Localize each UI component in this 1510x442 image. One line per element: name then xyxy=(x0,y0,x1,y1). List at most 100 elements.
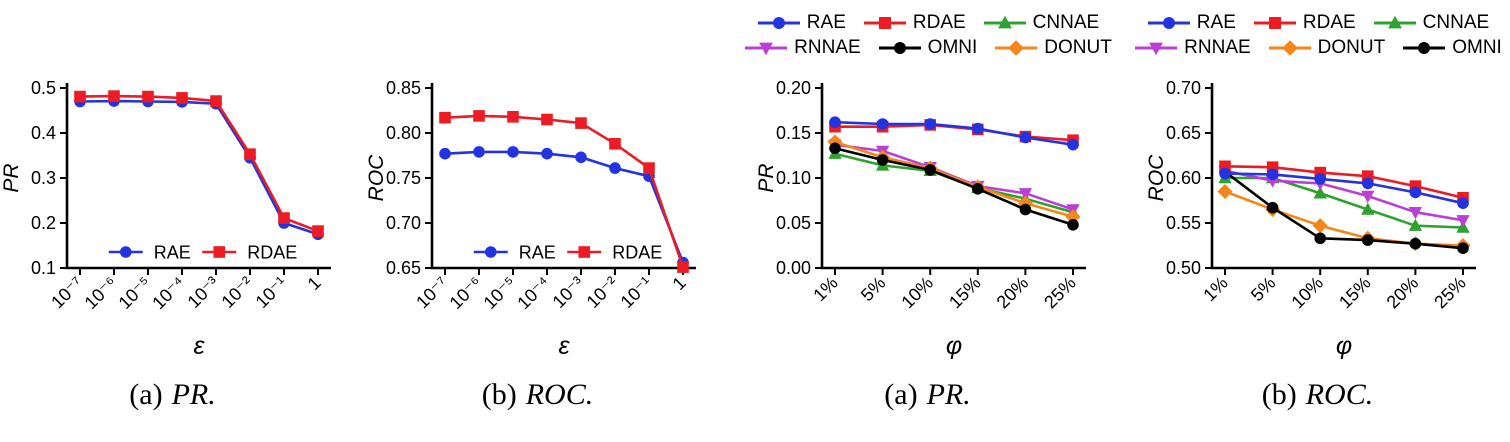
legend-swatch-rae xyxy=(1147,16,1190,29)
series-marker-omni xyxy=(1313,232,1326,245)
series-line-cnnae xyxy=(834,152,1073,214)
y-axis-label: PR xyxy=(3,163,23,192)
caption-roc-epsilon: (b) ROC. xyxy=(482,378,593,412)
y-tick-label: 0.4 xyxy=(30,123,55,143)
caption-index: (a) xyxy=(884,378,918,411)
panel-pr-vs-phi: RAE RDAE CNNAE RNNAE OMNI DONUT 0.00 0.05 0.10 0… xyxy=(730,0,1125,442)
series-marker-rae xyxy=(971,122,984,135)
legend-marker-rae xyxy=(484,246,497,258)
legend-label-donut: DONUT xyxy=(1044,36,1112,58)
series-marker-rae xyxy=(1019,131,1031,144)
axis-spines xyxy=(65,83,331,270)
series-marker-donut xyxy=(1064,209,1081,225)
y-tick-label: 0.70 xyxy=(1165,78,1200,98)
series-marker-rae xyxy=(876,118,888,130)
series-line-cnnae xyxy=(1224,176,1463,229)
series-marker-omni xyxy=(1266,201,1278,214)
series-marker-rae xyxy=(1266,168,1278,181)
series-marker-omni xyxy=(923,164,936,176)
legend-marker-donut xyxy=(1281,39,1298,56)
legend-entry-rdae: RDAE xyxy=(862,12,966,34)
legend-entry-cnnae: CNNAE xyxy=(982,12,1099,34)
series-marker-rdae xyxy=(1313,166,1326,179)
series-line-rae xyxy=(834,120,1073,146)
y-tick-label: 0.80 xyxy=(385,123,420,143)
panel-pr-vs-epsilon: 0.1 0.2 0.3 0.4 0.5 10⁻⁷ 10⁻⁶ 10⁻⁵ 10⁻⁴ 10⁻³ 10⁻² 1… xyxy=(0,0,345,442)
x-tick-label: 10⁻⁴ xyxy=(513,273,553,313)
series-line-rdae xyxy=(79,94,318,233)
y-tick-label: 0.15 xyxy=(775,123,810,143)
x-tick-label: 10⁻⁷ xyxy=(412,273,452,313)
legend-marker-rae xyxy=(1162,16,1175,29)
x-tick-label: 25% xyxy=(1040,273,1080,313)
legend-marker-rae xyxy=(119,246,132,258)
series-marker-rdae xyxy=(472,110,485,122)
legend-marker-donut xyxy=(1008,39,1025,56)
x-axis-label: ε xyxy=(193,332,205,360)
x-tick-label: 10⁻⁶ xyxy=(445,273,485,313)
legend-entry-donut: DONUT xyxy=(993,37,1112,59)
series-marker-cnnae xyxy=(1360,202,1374,215)
series-marker-rae xyxy=(608,162,621,174)
legend-marker-cnnae xyxy=(997,15,1012,28)
series-marker-rae xyxy=(1313,173,1326,185)
legend-marker-cnnae xyxy=(1387,15,1402,28)
caption-pr-epsilon: (a) PR. xyxy=(129,378,215,412)
legend-entry-donut: DONUT xyxy=(1267,36,1386,59)
series-marker-rdae xyxy=(574,117,587,129)
legend-label-rdae: RDAE xyxy=(1302,11,1356,33)
x-tick-label: 10⁻² xyxy=(582,273,621,312)
x-axis-label: φ xyxy=(945,332,961,360)
series-marker-rdae xyxy=(107,90,120,102)
series-marker-omni xyxy=(876,154,888,166)
legend-swatch-donut xyxy=(995,39,1038,56)
x-tick-label: 5% xyxy=(1246,273,1279,306)
legend-label-omni: OMNI xyxy=(1452,36,1502,58)
y-tick-label: 0.65 xyxy=(1165,123,1200,143)
plot-pr-vs-phi: 0.00 0.05 0.10 0.15 0.20 1% 5% 10% 15% 20% 25% PR φ xyxy=(758,78,1086,360)
series-marker-rdae xyxy=(540,113,553,126)
series-marker-rae xyxy=(506,146,519,158)
series-marker-omni xyxy=(1361,234,1374,246)
y-tick-label: 0.5 xyxy=(30,78,55,98)
legend-swatch-rnnae xyxy=(1135,42,1178,55)
y-axis-label: ROC xyxy=(368,154,388,202)
y-axis-label: PR xyxy=(758,163,778,192)
x-tick-label: 1 xyxy=(303,273,324,294)
series-marker-rnnae xyxy=(1018,188,1032,201)
series-marker-omni xyxy=(971,183,984,195)
y-tick-label: 0.60 xyxy=(1165,168,1200,188)
legend-label-rdae: RDAE xyxy=(247,243,297,263)
y-tick-label: 0.10 xyxy=(775,168,810,188)
x-tick-label: 20% xyxy=(992,273,1032,313)
x-tick-label: 10⁻⁷ xyxy=(47,273,87,313)
series-marker-rdae xyxy=(1409,180,1421,192)
series-marker-rdae xyxy=(209,95,222,107)
series-marker-rdae xyxy=(141,90,154,103)
legend-label-rdae: RDAE xyxy=(912,11,966,33)
plot-roc-vs-phi: 0.50 0.55 0.60 0.65 0.70 1% 5% 10% 15% 20% 25% ROC φ xyxy=(1148,78,1476,360)
legend-entry-rnnae: RNNAE xyxy=(1133,37,1251,59)
legend-label-donut: DONUT xyxy=(1317,36,1386,58)
x-tick-label: 15% xyxy=(1335,273,1375,313)
x-tick-label: 10⁻⁵ xyxy=(114,273,154,313)
caption-pr-phi: (a) PR. xyxy=(884,378,970,412)
series-marker-rnnae xyxy=(1360,190,1374,203)
x-tick-label: 20% xyxy=(1382,273,1422,313)
series-marker-rdae xyxy=(642,162,655,174)
x-axis-label: ε xyxy=(558,332,570,360)
legend-marker-rdae xyxy=(212,246,225,258)
panel-roc-vs-epsilon: 0.65 0.70 0.75 0.80 0.85 10⁻⁷ 10⁻⁶ 10⁻⁵ 10⁻⁴ 10⁻³… xyxy=(345,0,730,442)
legend-swatch-donut xyxy=(1268,39,1311,56)
legend-label-cnnae: CNNAE xyxy=(1422,11,1490,33)
legend-swatch-omni xyxy=(1403,41,1446,54)
axis-spines xyxy=(430,83,696,270)
legend-marker-omni xyxy=(1418,41,1431,54)
x-tick-label: 10% xyxy=(897,273,937,313)
legend-marker-rae xyxy=(772,16,785,29)
x-tick-label: 25% xyxy=(1430,273,1470,313)
legend-entry-omni: OMNI xyxy=(877,37,977,59)
y-tick-label: 0.55 xyxy=(1165,213,1200,233)
series-line-omni xyxy=(834,147,1073,227)
